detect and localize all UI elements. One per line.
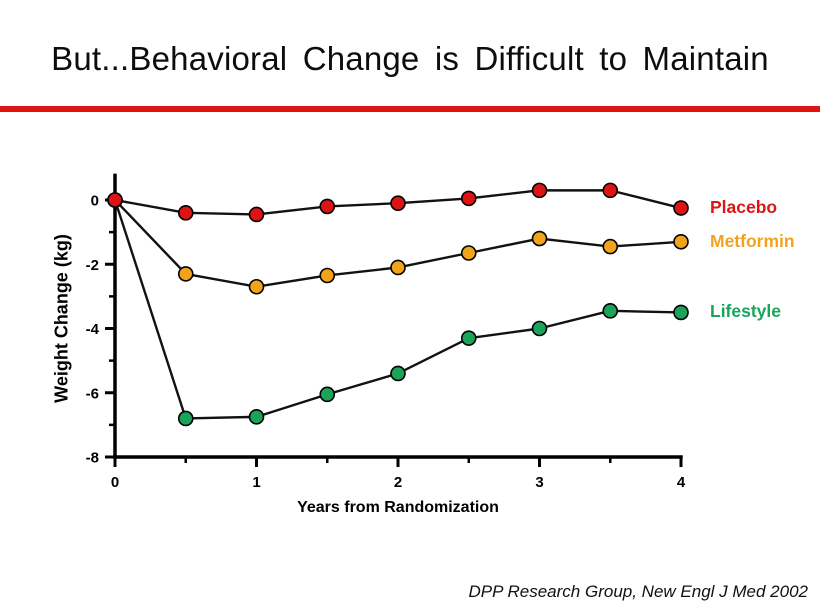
marker-placebo bbox=[602, 182, 619, 199]
y-tick-label: -2 bbox=[86, 257, 99, 274]
legend-label-lifestyle: Lifestyle bbox=[710, 301, 781, 322]
marker-lifestyle bbox=[602, 303, 619, 319]
marker-placebo bbox=[319, 198, 336, 215]
marker-metformin bbox=[531, 230, 548, 247]
marker-lifestyle bbox=[460, 330, 477, 346]
marker-placebo bbox=[248, 206, 265, 223]
x-tick-label: 3 bbox=[535, 474, 543, 491]
marker-placebo bbox=[531, 182, 548, 199]
x-tick-label: 0 bbox=[111, 474, 119, 491]
marker-metformin bbox=[602, 238, 619, 255]
y-tick-label: -8 bbox=[86, 450, 99, 467]
marker-placebo bbox=[460, 190, 477, 207]
marker-lifestyle bbox=[177, 410, 194, 427]
x-axis-label: Years from Randomization bbox=[297, 499, 499, 516]
y-tick-label: -4 bbox=[86, 321, 100, 338]
marker-metformin bbox=[319, 267, 336, 284]
series-line-lifestyle bbox=[113, 199, 682, 420]
title-accent-rule bbox=[0, 106, 820, 112]
marker-metformin bbox=[460, 245, 477, 261]
legend-label-placebo: Placebo bbox=[710, 197, 778, 218]
marker-placebo bbox=[177, 205, 194, 221]
marker-lifestyle bbox=[673, 304, 689, 321]
marker-lifestyle bbox=[390, 365, 406, 382]
marker-placebo bbox=[673, 200, 689, 216]
marker-metformin bbox=[390, 259, 406, 276]
marker-lifestyle bbox=[248, 409, 265, 425]
y-tick-label: -6 bbox=[86, 385, 99, 402]
marker-metformin bbox=[248, 278, 265, 295]
marker-lifestyle bbox=[531, 320, 548, 337]
marker-metformin bbox=[177, 266, 194, 282]
slide-title: But...Behavioral Change is Difficult to … bbox=[51, 40, 769, 77]
marker-placebo bbox=[390, 195, 406, 212]
x-tick-label: 1 bbox=[252, 474, 260, 491]
marker-placebo bbox=[107, 192, 123, 208]
citation: DPP Research Group, New Engl J Med 2002 bbox=[468, 582, 808, 601]
y-axis-label: Weight Change (kg) bbox=[51, 234, 72, 403]
legend-label-metformin: Metformin bbox=[710, 230, 795, 251]
x-tick-label: 4 bbox=[677, 474, 686, 491]
y-tick-label: 0 bbox=[91, 193, 99, 210]
marker-lifestyle bbox=[319, 386, 336, 403]
marker-metformin bbox=[673, 233, 689, 250]
x-tick-label: 2 bbox=[394, 474, 402, 491]
